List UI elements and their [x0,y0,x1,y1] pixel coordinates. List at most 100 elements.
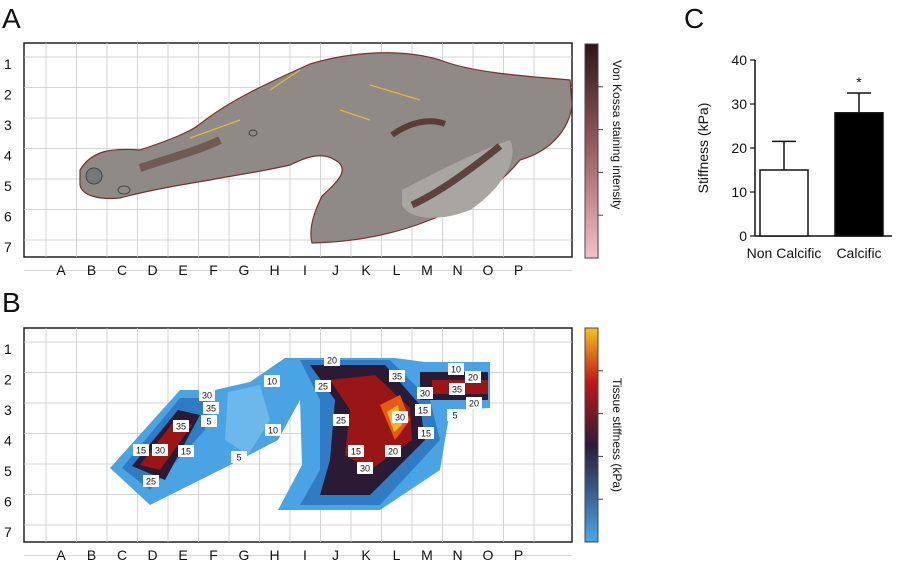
contour-label-box [449,383,465,395]
row-label-3: 3 [4,117,12,133]
contour-label-box [324,354,340,366]
contour-label: 35 [203,402,219,414]
column-label-D: D [147,547,157,563]
column-label-J: J [332,547,339,563]
row-label-1: 1 [4,56,12,72]
contour-label-box [466,397,482,409]
column-label-C: C [117,262,127,278]
row-label-1: 1 [4,341,12,357]
panel-c-bar-chart: 0 10 20 30 40 Non Calcific Calcific * Stiffnes… [695,52,892,261]
contour-label-box [203,402,219,414]
contour-label-box [357,462,373,474]
row-label-4: 4 [4,433,12,449]
contour-label-text: 30 [155,446,165,456]
panel-a-row-labels: 1 2 3 4 5 6 7 [4,56,12,255]
column-label-I: I [303,262,307,278]
column-label-C: C [117,547,127,563]
row-label-6: 6 [4,494,12,510]
column-label-H: H [269,262,279,278]
bar-chart-marks: Non Calcific Calcific * [747,74,884,261]
contour-label-text: 10 [267,377,277,387]
contour-label-text: 25 [336,416,346,426]
column-label-D: D [147,262,157,278]
contour-label-box [199,389,215,401]
row-label-6: 6 [4,209,12,225]
y-tick-label: 30 [731,96,747,112]
contour-label-box [133,444,149,456]
contour-label-box [392,411,408,423]
row-label-3: 3 [4,402,12,418]
column-label-L: L [393,547,401,563]
row-label-5: 5 [4,463,12,479]
contour-label: 5 [447,409,463,421]
contour-label-text: 15 [351,447,361,457]
column-label-G: G [239,547,250,563]
contour-label-text: 15 [421,429,431,439]
contour-label-text: 15 [136,446,146,456]
contour-label: 30 [417,387,433,399]
panel-b-colorbar-label: Tissue stiffness (kPa) [610,378,624,492]
contour-label: 15 [418,427,434,439]
contour-label: 15 [178,445,194,457]
column-label-I: I [303,547,307,563]
contour-label-box [152,444,168,456]
contour-label: 20 [324,354,340,366]
contour-label: 25 [143,475,159,487]
x-tick-label: Calcific [836,245,881,261]
panel-b-colorbar-ticks [598,370,603,500]
column-label-F: F [209,262,218,278]
contour-label-box [465,371,481,383]
contour-label-box [264,375,280,387]
contour-label: 25 [333,414,349,426]
column-label-O: O [483,262,494,278]
contour-label-text: 35 [176,422,186,432]
contour-label-box [143,475,159,487]
bar-calcific [834,112,884,237]
contour-label-text: 20 [468,373,478,383]
row-label-7: 7 [4,524,12,540]
column-label-K: K [361,262,371,278]
contour-label-box [201,415,217,427]
bar-chart-y-label: Stiffness (kPa) [695,103,711,194]
contour-label-box [389,370,405,382]
column-label-B: B [87,262,96,278]
column-label-J: J [332,262,339,278]
row-label-2: 2 [4,87,12,103]
contour-label: 15 [348,445,364,457]
contour-label-box [333,414,349,426]
column-label-G: G [239,262,250,278]
contour-label-text: 10 [268,426,278,436]
panel-a: A B C D E F G H I J K L M N O P 1 2 3 4 5 6 7 Von Kossa stain… [4,42,624,278]
column-label-P: P [514,547,523,563]
contour-label: 5 [201,415,217,427]
column-label-M: M [421,262,433,278]
contour-label-text: 30 [202,391,212,401]
panel-b-row-labels: 1 2 3 4 5 6 7 [4,341,12,540]
panel-a-colorbar-ticks [598,86,603,216]
contour-label-text: 35 [452,385,462,395]
contour-label-text: 35 [392,372,402,382]
contour-label-box [447,409,463,421]
contour-label-text: 25 [146,477,156,487]
column-label-N: N [452,547,462,563]
contour-label-text: 30 [360,464,370,474]
contour-label: 15 [415,404,431,416]
contour-label-box [448,363,464,375]
stiffness-contour-map [110,358,490,510]
contour-label: 35 [173,420,189,432]
y-tick-label: 40 [731,52,747,68]
column-label-B: B [87,547,96,563]
row-label-4: 4 [4,148,12,164]
contour-label-text: 30 [395,413,405,423]
column-label-A: A [56,547,66,563]
column-label-O: O [483,547,494,563]
contour-label-box [348,445,364,457]
contour-label: 35 [389,370,405,382]
contour-label-text: 35 [206,404,216,414]
contour-label: 25 [315,380,331,392]
contour-label-text: 5 [236,453,241,463]
contour-label-box [385,445,401,457]
contour-label-box [265,424,281,436]
